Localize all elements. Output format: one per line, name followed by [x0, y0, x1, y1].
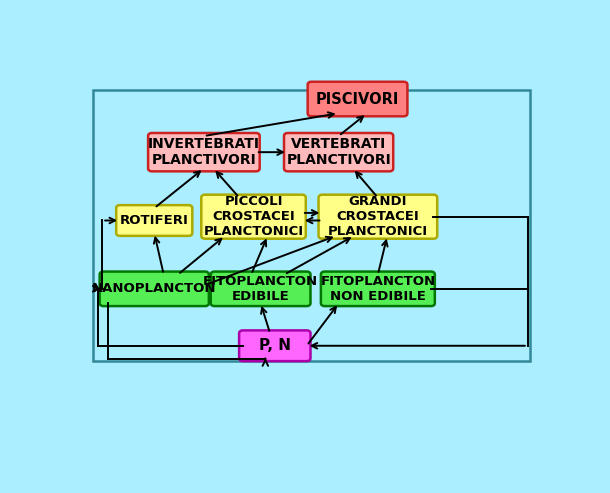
FancyBboxPatch shape: [239, 330, 310, 361]
FancyBboxPatch shape: [307, 82, 407, 116]
FancyBboxPatch shape: [321, 272, 435, 306]
FancyBboxPatch shape: [116, 205, 192, 236]
FancyBboxPatch shape: [284, 133, 393, 172]
Text: PICCOLI
CROSTACEI
PLANCTONICI: PICCOLI CROSTACEI PLANCTONICI: [204, 195, 304, 238]
Text: PISCIVORI: PISCIVORI: [316, 92, 399, 106]
Text: FITOPLANCTON
NON EDIBILE: FITOPLANCTON NON EDIBILE: [320, 275, 436, 303]
FancyBboxPatch shape: [210, 272, 310, 306]
Text: NANOPLANCTON: NANOPLANCTON: [92, 282, 217, 295]
Text: ROTIFERI: ROTIFERI: [120, 214, 188, 227]
Text: FITOPLANCTON
EDIBILE: FITOPLANCTON EDIBILE: [203, 275, 318, 303]
Text: P, N: P, N: [259, 338, 291, 353]
Text: VERTEBRATI
PLANCTIVORI: VERTEBRATI PLANCTIVORI: [286, 137, 391, 167]
FancyBboxPatch shape: [201, 195, 306, 239]
Text: GRANDI
CROSTACEI
PLANCTONICI: GRANDI CROSTACEI PLANCTONICI: [328, 195, 428, 238]
FancyBboxPatch shape: [148, 133, 260, 172]
FancyBboxPatch shape: [99, 272, 209, 306]
Text: INVERTEBRATI
PLANCTIVORI: INVERTEBRATI PLANCTIVORI: [148, 137, 260, 167]
FancyBboxPatch shape: [318, 195, 437, 239]
